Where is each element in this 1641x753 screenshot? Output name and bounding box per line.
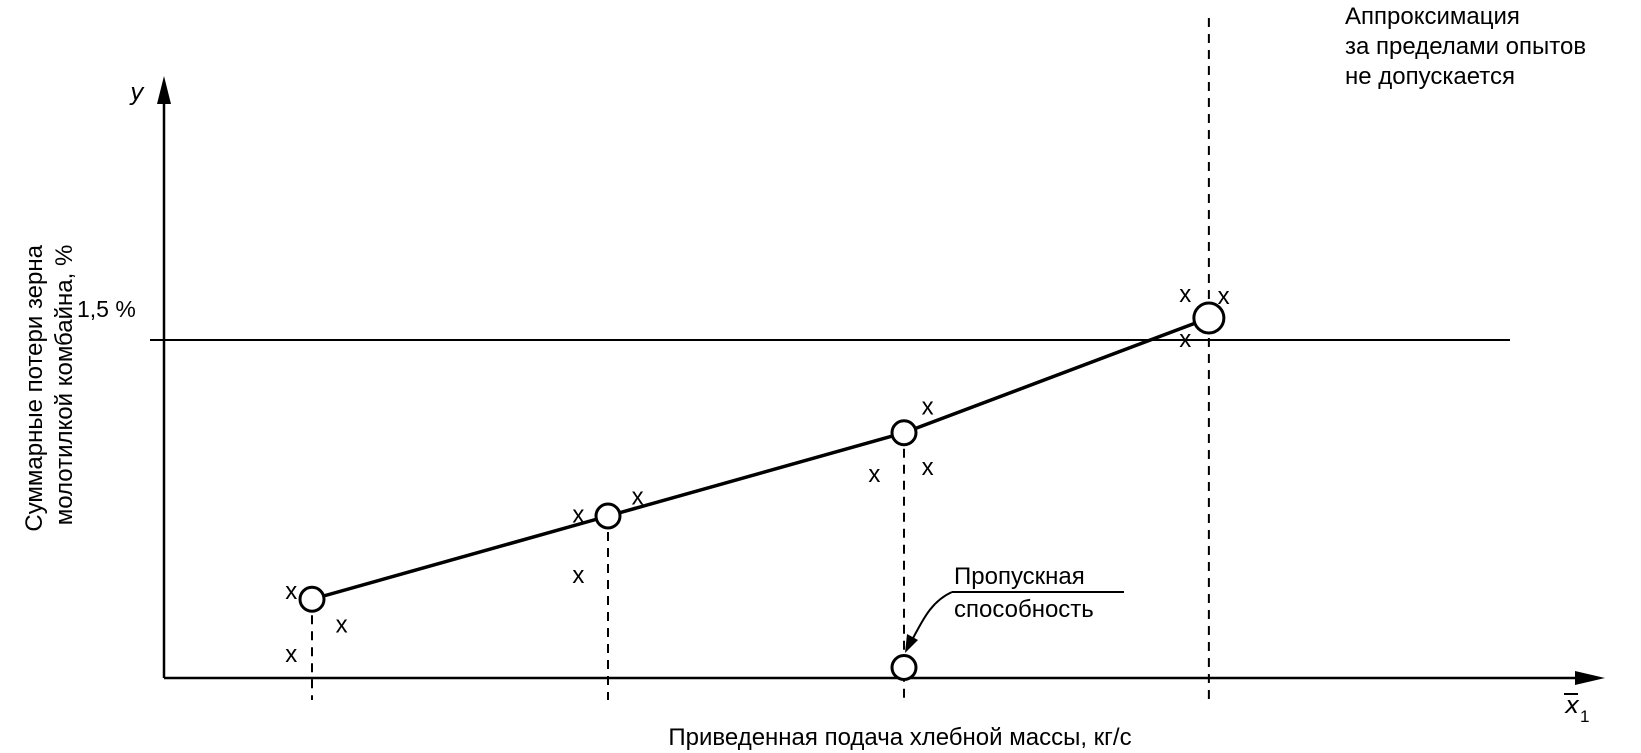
y-axis-arrow bbox=[157, 76, 171, 104]
fit-point-markers bbox=[298, 301, 1226, 613]
fit-point bbox=[890, 419, 918, 447]
extrapolation-note-line: не допускается bbox=[1345, 63, 1515, 90]
observation-point: x bbox=[1218, 283, 1230, 310]
observation-point: x bbox=[922, 454, 934, 481]
capacity-label-line: Пропускная bbox=[954, 563, 1085, 590]
x-axis-label: Приведенная подача хлебной массы, кг/с bbox=[668, 724, 1131, 751]
y-symbol: y bbox=[129, 78, 145, 106]
y-axis-label-line: Суммарные потери зерна bbox=[21, 244, 48, 531]
threshold-label: 1,5 % bbox=[77, 296, 136, 322]
observation-point: x bbox=[1179, 326, 1191, 353]
vertical-marker-lines bbox=[311, 18, 1210, 700]
observation-point: x bbox=[285, 578, 297, 605]
observation-point: x bbox=[922, 393, 934, 420]
extrapolation-note-line: Аппроксимация bbox=[1345, 3, 1520, 30]
observation-point: x bbox=[1179, 281, 1191, 308]
y-axis-label: Суммарные потери зерна молотилкой комбай… bbox=[21, 238, 78, 531]
fit-point bbox=[298, 585, 326, 613]
capacity-label-line: способность bbox=[954, 596, 1094, 623]
observation-point: x bbox=[336, 612, 348, 639]
extrapolation-note: Аппроксимация за пределами опытов не доп… bbox=[1345, 3, 1593, 90]
capacity-point bbox=[890, 654, 918, 681]
x-symbol: x bbox=[1564, 691, 1580, 719]
observation-point: x bbox=[632, 483, 644, 510]
extrapolation-note-line: за пределами опытов bbox=[1345, 33, 1586, 60]
capacity-arrow-line bbox=[911, 591, 953, 641]
capacity-label: Пропускная способность bbox=[954, 563, 1094, 623]
x-symbol-subscript: 1 bbox=[1580, 707, 1589, 726]
observation-point: x bbox=[572, 562, 584, 589]
observation-point: x bbox=[572, 501, 584, 528]
observation-point: x bbox=[285, 641, 297, 668]
fit-line bbox=[311, 316, 1210, 601]
capacity-arrow-head bbox=[905, 634, 918, 653]
fit-point bbox=[1192, 301, 1226, 335]
fit-point bbox=[594, 502, 622, 530]
observation-point: x bbox=[868, 461, 880, 488]
x-axis-arrow bbox=[1575, 671, 1605, 685]
y-axis-label-line: молотилкой комбайна, % bbox=[51, 245, 78, 526]
axes bbox=[157, 76, 1605, 685]
